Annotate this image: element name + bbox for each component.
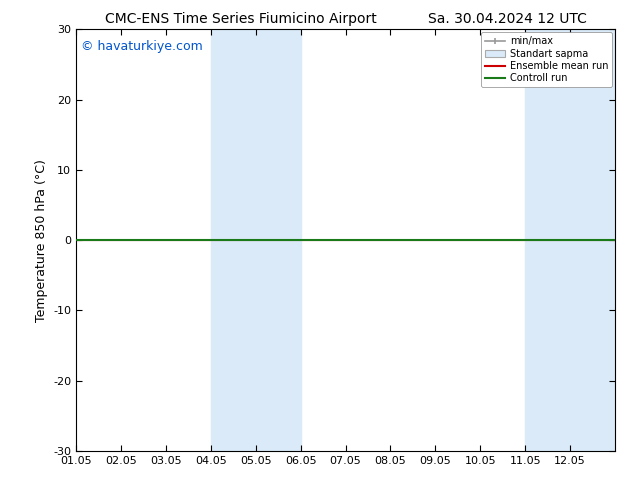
Y-axis label: Temperature 850 hPa (°C): Temperature 850 hPa (°C) [34, 159, 48, 321]
Text: CMC-ENS Time Series Fiumicino Airport: CMC-ENS Time Series Fiumicino Airport [105, 12, 377, 26]
Text: Sa. 30.04.2024 12 UTC: Sa. 30.04.2024 12 UTC [428, 12, 586, 26]
Bar [210, 29, 301, 451]
Legend: min/max, Standart sapma, Ensemble mean run, Controll run: min/max, Standart sapma, Ensemble mean r… [481, 32, 612, 87]
Text: © havaturkiye.com: © havaturkiye.com [81, 40, 204, 53]
Bar [525, 29, 634, 451]
